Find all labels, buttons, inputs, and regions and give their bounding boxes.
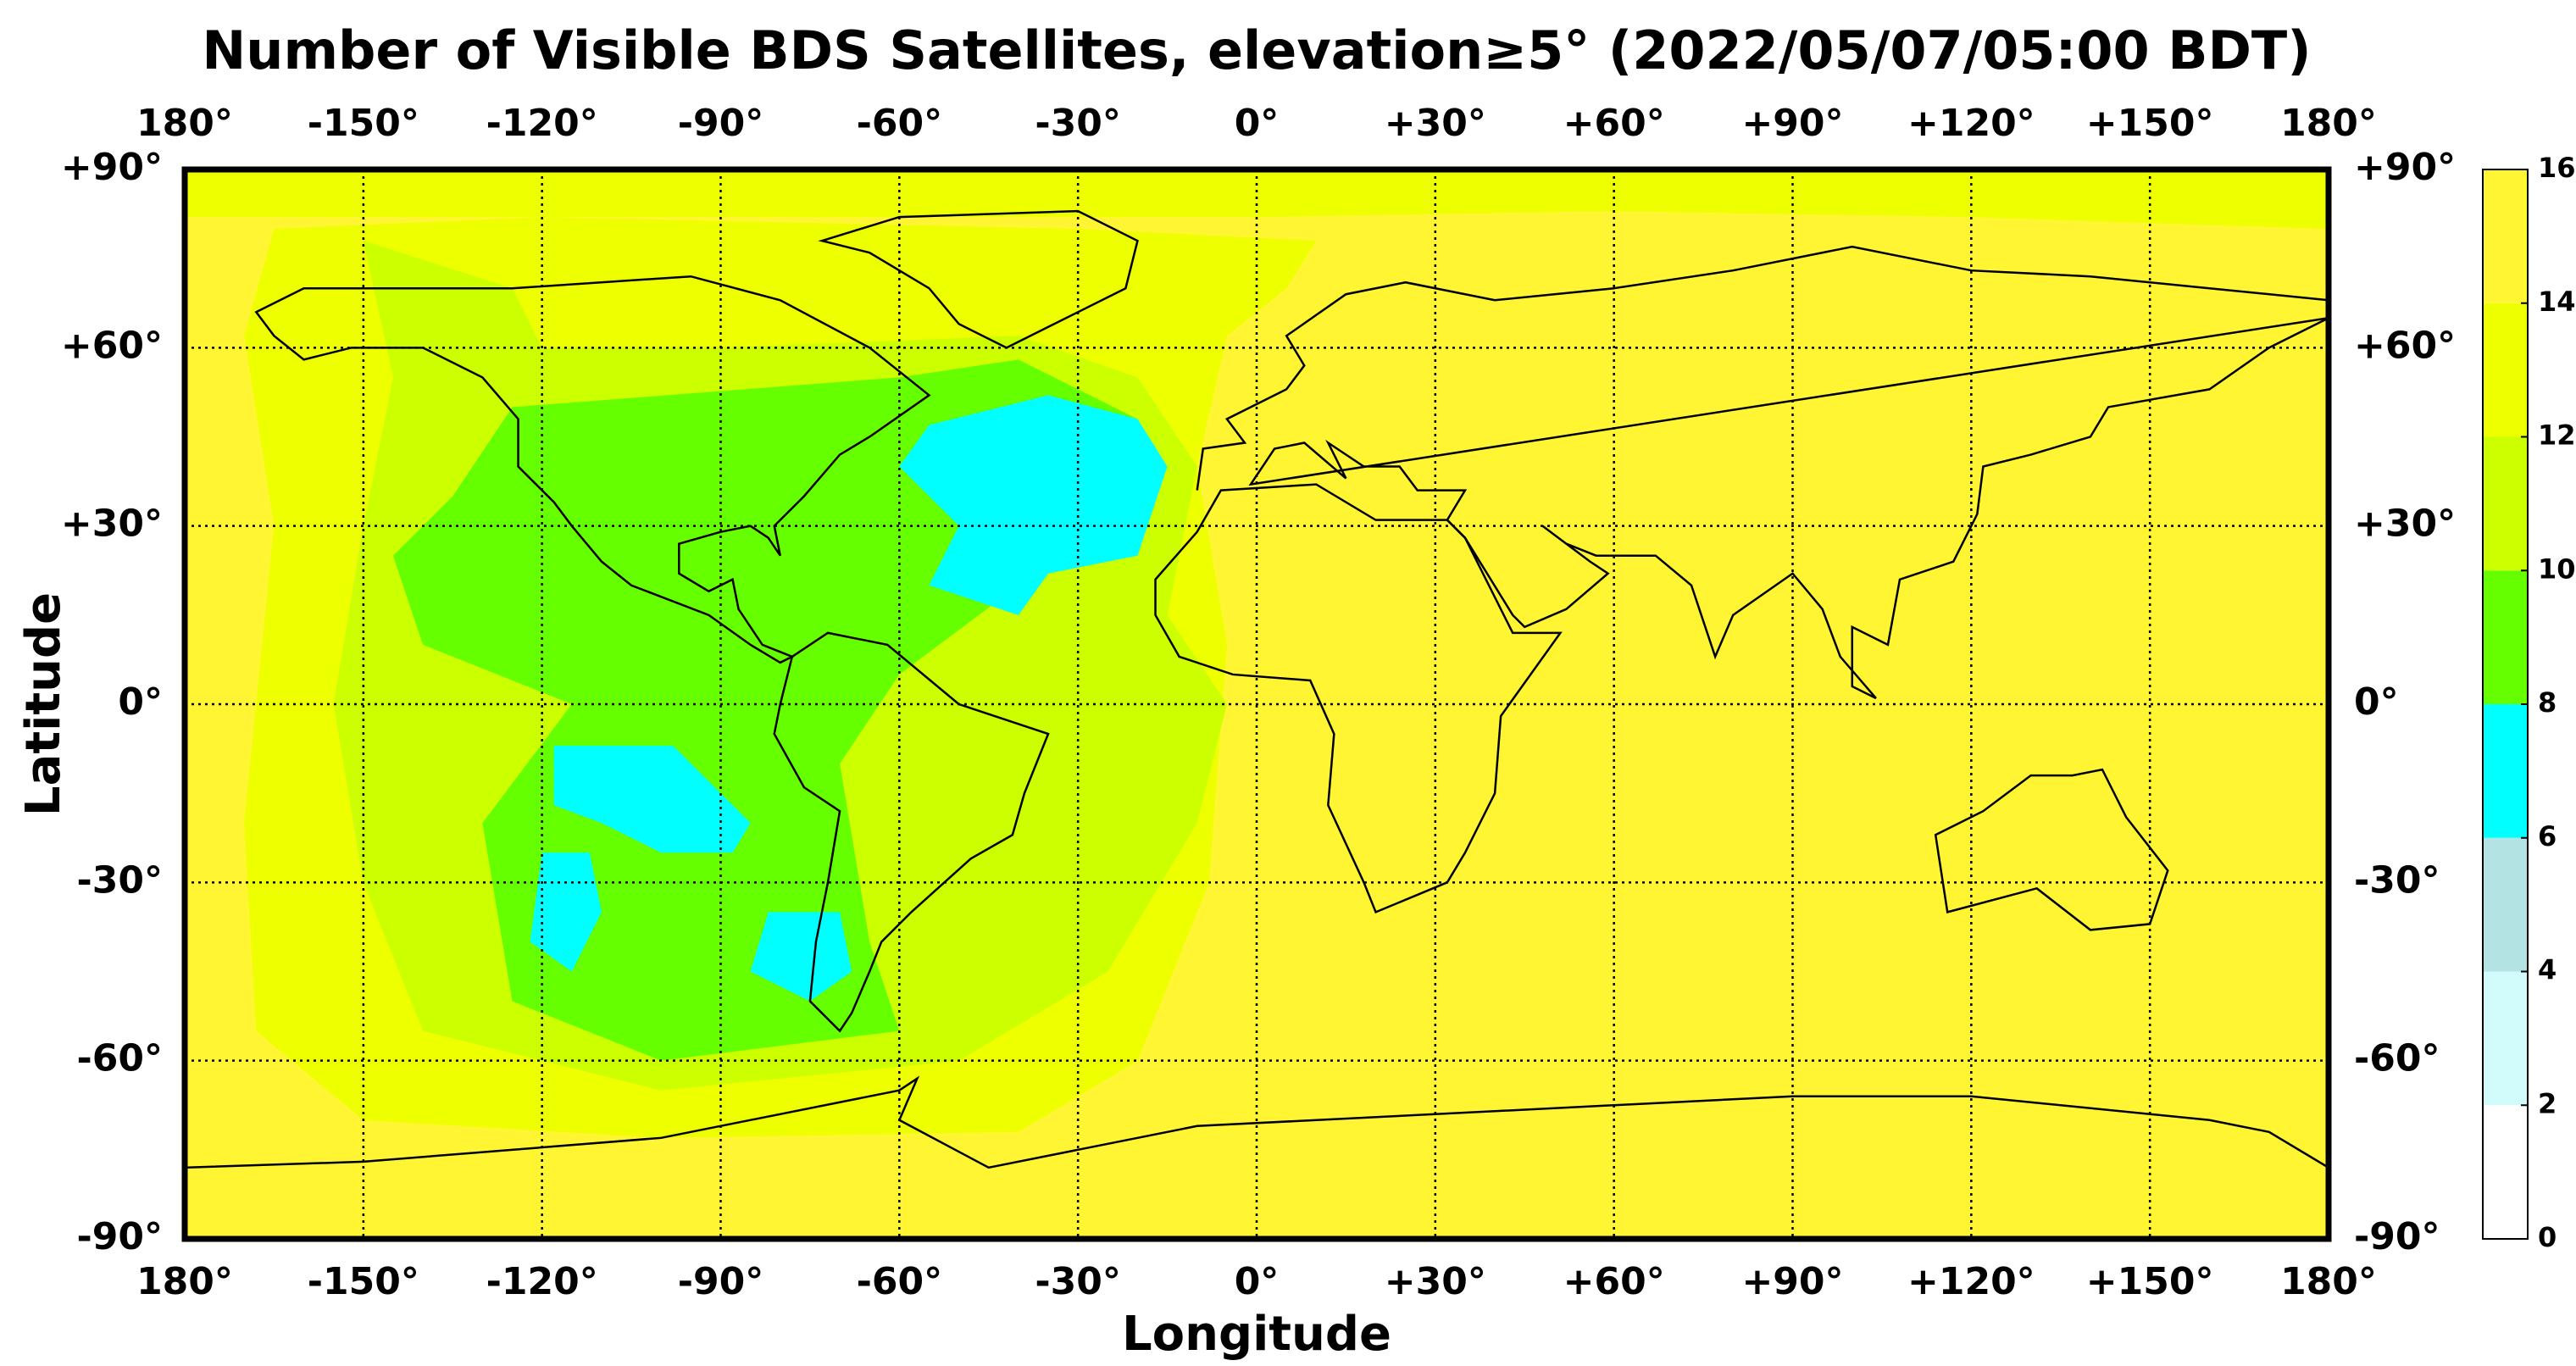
colorbar-tick-label: 16 [2538, 152, 2576, 184]
y-tick-label: -30° [77, 858, 164, 902]
x-tick-label: +150° [2086, 1260, 2214, 1303]
y-tick-label-right: -90° [2354, 1215, 2440, 1258]
x-tick-label: +90° [1741, 1260, 1843, 1303]
y-tick-label-right: +60° [2354, 324, 2456, 367]
colorbar-tick-label: 6 [2538, 820, 2557, 852]
region [530, 852, 602, 972]
y-tick-label: -90° [77, 1215, 164, 1258]
coastline [1935, 769, 2168, 930]
axes: 180° 180° -150° -150° -120° -120° -90° -90° -60°… [61, 102, 2456, 1303]
coastline [1156, 485, 1561, 913]
coastline [1197, 247, 2329, 698]
x-tick-label: +30° [1385, 1260, 1486, 1303]
y-tick-label: 0° [118, 680, 163, 724]
x-tick-label: -60° [857, 1260, 943, 1303]
colorbar-tick-label: 14 [2538, 286, 2576, 318]
y-tick-label-right: +30° [2354, 503, 2456, 546]
y-tick-label-right: 0° [2354, 680, 2399, 724]
colorbar-tick-label: 12 [2538, 419, 2576, 452]
x-tick-label: 180° [2280, 1260, 2377, 1303]
x-tick-label-top: 0° [1235, 102, 1280, 145]
colorbar-tick-label: 8 [2538, 686, 2557, 719]
colorbar-segment [2483, 704, 2528, 838]
x-tick-label-top: +30° [1385, 102, 1486, 145]
x-tick-label: -150° [308, 1260, 419, 1303]
colorbar-segment [2483, 837, 2528, 972]
chart-title: Number of Visible BDS Satellites, elevat… [202, 19, 2311, 81]
x-axis-label: Longitude [1122, 1307, 1391, 1362]
x-tick-label: 0° [1235, 1260, 1280, 1303]
coastline [185, 1079, 2329, 1168]
region [899, 395, 1168, 615]
colorbar-frame [2482, 169, 2529, 1240]
y-tick-label-right: -60° [2354, 1037, 2440, 1080]
coastline [774, 633, 1048, 1031]
map-frame [181, 166, 2332, 1242]
x-tick-label: -90° [678, 1260, 764, 1303]
region [750, 912, 852, 1002]
x-tick-label-top: -60° [857, 102, 943, 145]
coastline [822, 211, 1137, 347]
x-tick-label-top: +60° [1563, 102, 1665, 145]
colorbar-segment [2483, 570, 2528, 704]
x-tick-label-top: -120° [486, 102, 598, 145]
y-tick-label: +90° [61, 146, 163, 189]
y-tick-label: +60° [61, 324, 163, 367]
colorbar-segment [2483, 169, 2528, 303]
y-tick-label-right: -30° [2354, 858, 2440, 902]
y-axis-label: Latitude [16, 592, 71, 816]
colorbar-segment [2483, 436, 2528, 571]
region [553, 746, 751, 853]
colorbar-tick-label: 10 [2538, 553, 2576, 585]
colorbar-segment [2483, 1105, 2528, 1239]
x-tick-label-top: -90° [678, 102, 764, 145]
x-tick-label-top: 180° [136, 102, 233, 145]
x-tick-label-top: +90° [1741, 102, 1843, 145]
colorbar-segment [2483, 971, 2528, 1106]
x-tick-label-top: +150° [2086, 102, 2214, 145]
x-tick-label: -30° [1035, 1260, 1121, 1303]
x-tick-label-top: +120° [1907, 102, 2035, 145]
x-tick-label-top: 180° [2280, 102, 2377, 145]
x-tick-label: +120° [1907, 1260, 2035, 1303]
y-tick-label: -60° [77, 1037, 164, 1080]
x-tick-label: -120° [486, 1260, 598, 1303]
colorbar-segment [2483, 303, 2528, 437]
x-tick-label: 180° [136, 1260, 233, 1303]
colorbar-tick-label: 0 [2538, 1221, 2557, 1253]
x-tick-label-top: -150° [308, 102, 419, 145]
x-tick-label: +60° [1563, 1260, 1665, 1303]
colorbar-tick-label: 2 [2538, 1087, 2557, 1119]
colorbar-tick-label: 4 [2538, 954, 2557, 986]
y-tick-label-right: +90° [2354, 146, 2456, 189]
x-tick-label-top: -30° [1035, 102, 1121, 145]
coastlines [185, 211, 2329, 1168]
y-tick-label: +30° [61, 503, 163, 546]
